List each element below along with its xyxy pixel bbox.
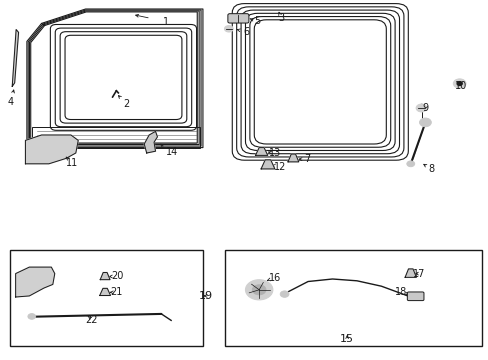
Text: 13: 13: [268, 148, 281, 158]
Text: 19: 19: [199, 291, 213, 301]
Polygon shape: [255, 148, 267, 156]
Bar: [10, 250, 203, 346]
Text: 11: 11: [66, 158, 79, 168]
Text: 6: 6: [243, 27, 248, 37]
Circle shape: [245, 280, 272, 300]
Text: 18: 18: [394, 287, 407, 297]
Text: 12: 12: [273, 162, 285, 172]
Circle shape: [28, 314, 36, 319]
Circle shape: [406, 161, 414, 167]
Circle shape: [452, 79, 465, 88]
Bar: [32, 127, 200, 148]
Polygon shape: [12, 30, 19, 86]
Text: 22: 22: [85, 315, 98, 325]
FancyBboxPatch shape: [407, 292, 423, 301]
Text: 21: 21: [110, 287, 122, 297]
Polygon shape: [16, 267, 55, 297]
Text: 15: 15: [340, 334, 353, 344]
Circle shape: [252, 285, 265, 295]
Polygon shape: [287, 154, 298, 162]
Text: 3: 3: [278, 13, 284, 23]
Polygon shape: [100, 288, 110, 296]
Text: 2: 2: [123, 99, 129, 109]
Text: 14: 14: [165, 147, 178, 157]
Polygon shape: [404, 269, 415, 277]
Text: 1: 1: [163, 17, 169, 27]
Text: 10: 10: [453, 81, 466, 91]
Circle shape: [456, 82, 461, 85]
Text: 7: 7: [304, 154, 309, 164]
Polygon shape: [144, 131, 157, 153]
Polygon shape: [100, 273, 110, 280]
Bar: [224, 250, 481, 346]
Text: 17: 17: [412, 269, 425, 279]
Text: 20: 20: [111, 271, 123, 282]
Circle shape: [415, 104, 426, 112]
Circle shape: [419, 118, 430, 127]
FancyBboxPatch shape: [227, 14, 248, 23]
Text: 9: 9: [422, 103, 427, 113]
Polygon shape: [25, 135, 78, 164]
Polygon shape: [261, 160, 274, 169]
Circle shape: [280, 291, 288, 297]
Text: 16: 16: [268, 273, 281, 283]
Circle shape: [224, 26, 233, 32]
Text: 5: 5: [254, 16, 260, 26]
Text: 8: 8: [427, 164, 433, 174]
Text: 4: 4: [8, 96, 14, 107]
